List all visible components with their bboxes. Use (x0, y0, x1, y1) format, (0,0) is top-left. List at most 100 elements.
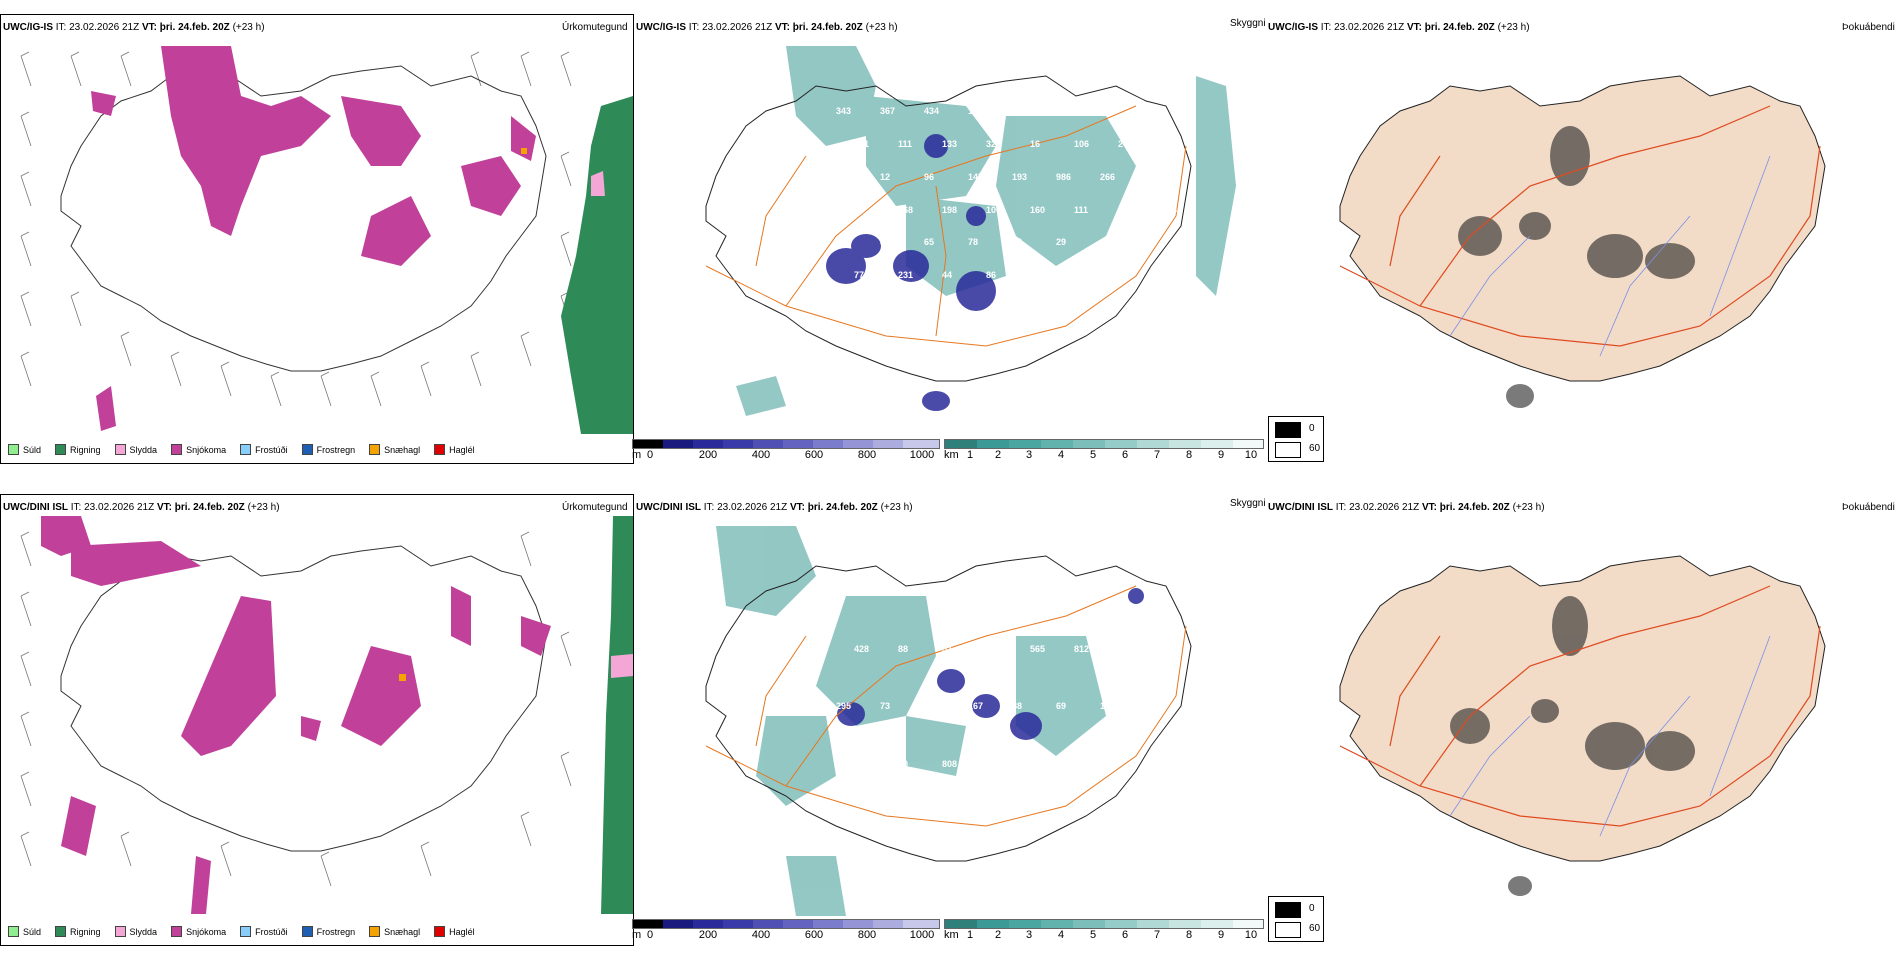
cloud-value-label: 808 (942, 758, 958, 769)
init-time: IT: 23.02.2026 21Z (688, 22, 773, 33)
cloud-value-label: 141 (854, 758, 870, 769)
cloud-base-areas (826, 134, 996, 411)
visibility-scale: km 1 2 3 4 5 6 7 8 9 10 (944, 439, 1266, 469)
legend-item: Súld (8, 444, 41, 455)
legend-item: Haglél (434, 926, 475, 937)
legend-label: Rigning (70, 444, 101, 455)
cloud-value-label: 12 (880, 171, 891, 182)
model-name: UWC/DINI ISL (3, 502, 68, 513)
legend-item: Súld (8, 926, 41, 937)
cloud-value-label: 16 (1030, 138, 1041, 149)
tick-label: 7 (1153, 929, 1161, 941)
fog-shades (1458, 126, 1695, 408)
model-name: UWC/DINI ISL (636, 502, 701, 513)
valid-time: þri. 24.feb. 20Z (1424, 22, 1495, 33)
cloud-value-label: 18 (1100, 586, 1111, 596)
legend-item: Rigning (55, 444, 101, 455)
cloud-value-label: 206 (968, 586, 984, 596)
legend-swatch (171, 444, 183, 455)
cloud-value-label: 92 (924, 701, 935, 711)
cloud-value-labels: 758 802 683 206 849 825 18 36 428 88 57 250 565 812 13… (636, 516, 1266, 916)
cloud-value-label: 231 (898, 270, 914, 281)
legend-item: Snjókoma (171, 926, 226, 937)
legend-swatch (8, 444, 19, 455)
model-name: UWC/IG-IS (636, 22, 686, 33)
init-time: IT: 23.02.2026 21Z (1320, 22, 1405, 33)
legend-item: Slydda (114, 444, 157, 455)
tick-label: 2 (994, 449, 1002, 461)
legend-label: Snjókoma (186, 926, 227, 937)
cloud-value-label: 77 (854, 270, 865, 281)
cloud-value-label: 36 (1144, 586, 1155, 596)
fog-legend: 0 60 (1268, 896, 1324, 942)
height-unit: m (632, 449, 642, 461)
visibility-title: Skyggni (1230, 18, 1266, 29)
cloud-value-label: 351 (1144, 106, 1160, 116)
legend-item: Frostregn (301, 926, 355, 937)
tick-label: 5 (1089, 929, 1097, 941)
snow-areas (41, 516, 551, 914)
valid-label: VT: (789, 502, 805, 513)
rain-area (561, 96, 633, 434)
tick-label: 9 (1217, 449, 1225, 461)
cloud-value-label: 29 (1056, 237, 1067, 248)
cloud-value-label: 262 (1162, 138, 1178, 149)
fog-legend-swatch-dark (1275, 902, 1301, 918)
cloud-value-label: 122 (1162, 643, 1178, 654)
valid-label: VT: (1406, 22, 1422, 33)
legend-label: Haglél (449, 444, 475, 455)
cloud-value-label: 118 (1100, 237, 1115, 248)
cloud-base-areas (837, 588, 1144, 740)
tick-label: 6 (1121, 449, 1129, 461)
init-time: IT: 23.02.2026 21Z (703, 502, 788, 513)
fog-rivers (1449, 155, 1771, 357)
cloud-value-label: 114 (1144, 171, 1159, 182)
cloud-value-label: 168 (898, 204, 914, 215)
panel-header: UWC/IG-IS IT: 23.02.2026 21Z VT: þri. 24… (1268, 22, 1530, 33)
init-time: IT: 23.02.2026 21Z (55, 22, 140, 33)
sleet-area (591, 171, 605, 196)
tick-label: 4 (1057, 929, 1065, 941)
cloud-value-label: 88 (898, 643, 909, 654)
tick-label: 1000 (909, 449, 935, 461)
tick-label: 3 (1025, 929, 1033, 941)
lead-time: (+23 h) (1497, 22, 1530, 33)
cloud-value-label: 80 (898, 758, 909, 769)
tick-label: 10 (1244, 449, 1258, 461)
valid-time: þri. 24.feb. 20Z (807, 502, 878, 513)
cloud-value-label: 428 (854, 643, 870, 654)
cloud-value-label: 266 (1100, 171, 1116, 182)
precip-panel-frame (0, 14, 634, 464)
fog-legend-swatch-dark (1275, 422, 1301, 438)
tick-label: 1 (966, 929, 974, 941)
legend-swatch (55, 926, 67, 937)
legend-swatch (434, 926, 446, 937)
cloud-value-label: 198 (942, 204, 958, 215)
cloud-value-label: 2 (1030, 270, 1036, 281)
legend-swatch (369, 926, 381, 937)
cloud-value-label: 78 (968, 237, 979, 248)
lead-time: (+23 h) (880, 502, 913, 513)
tick-label: 200 (698, 449, 718, 461)
cloud-value-label: 243 (1118, 204, 1134, 215)
wind-barbs (20, 531, 572, 887)
fog-legend-low: 60 (1309, 443, 1321, 454)
precip-type-map (1, 36, 633, 434)
legend-label: Slydda (129, 926, 158, 937)
cloud-height-scale: m 0 200 400 600 800 1000 (632, 439, 942, 469)
legend-item: Frostúði (240, 926, 288, 937)
valid-time: þri. 24.feb. 20Z (792, 22, 863, 33)
tick-label: 800 (857, 449, 877, 461)
cloud-value-label: 88 (1012, 701, 1023, 711)
visibility-title: Skyggni (1230, 498, 1266, 509)
tick-label: 10 (1244, 929, 1258, 941)
legend-item: Haglél (434, 444, 475, 455)
cloud-value-label: 86 (986, 270, 997, 281)
tick-label: 6 (1121, 929, 1129, 941)
cloud-value-label: 343 (836, 106, 852, 116)
cloud-value-label: 21 (1118, 270, 1129, 281)
visibility-areas (716, 526, 1106, 916)
cloud-value-label: 137 (1118, 643, 1134, 654)
precip-legend: Súld Rigning Slydda Snjókoma Frostúði Fr… (8, 926, 475, 937)
cloud-value-label: 250 (986, 643, 1002, 654)
